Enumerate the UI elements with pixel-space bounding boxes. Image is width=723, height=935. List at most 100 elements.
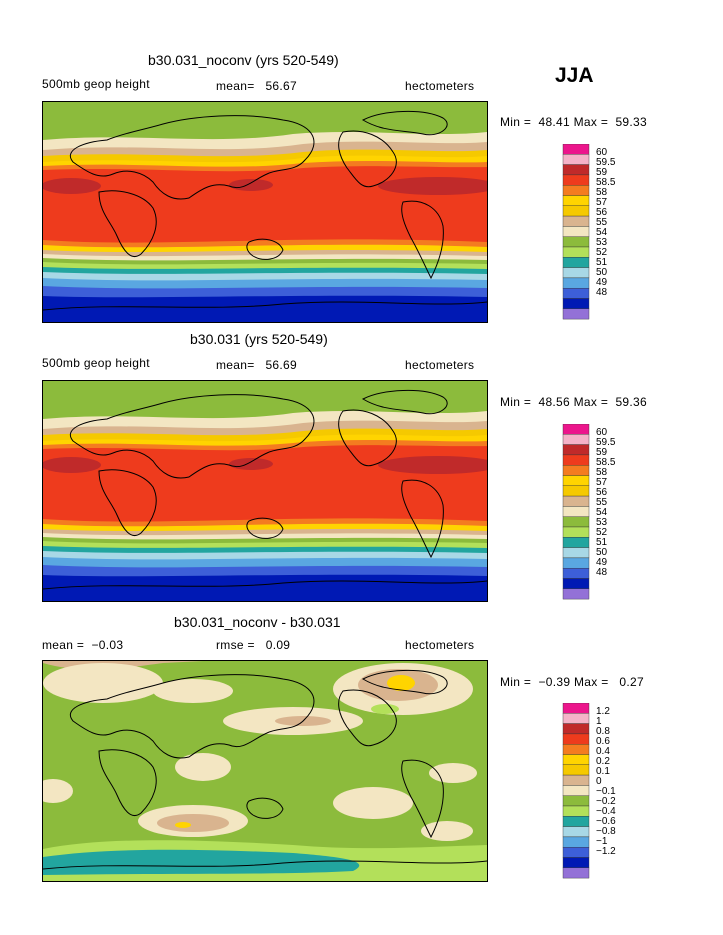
colorbar-1-label: 57: [596, 197, 608, 208]
colorbar-swatch: [562, 836, 590, 848]
colorbar-swatch: [562, 588, 590, 600]
panel-3-max-value: 0.27: [619, 675, 644, 689]
panel-3-mean-value: −0.03: [91, 638, 124, 652]
colorbar-2-label: 58: [596, 467, 608, 478]
colorbar-swatch: [562, 287, 590, 299]
colorbar-swatch: [562, 754, 590, 766]
colorbar-swatch: [562, 506, 590, 517]
panel-1-min-value: 48.41: [538, 115, 570, 129]
colorbar-3-label: −1: [596, 836, 608, 847]
panel-1-mean-value: 56.67: [265, 79, 297, 93]
panel-2-min-value: 48.56: [538, 395, 570, 409]
panel-2-units: hectometers: [405, 358, 475, 372]
colorbar-swatch: [562, 733, 590, 745]
colorbar-swatch: [562, 215, 590, 227]
colorbar-swatch: [562, 308, 590, 320]
panel-1-minmax: Min = 48.41 Max = 59.33: [500, 115, 647, 129]
colorbar-swatch: [562, 495, 590, 507]
colorbar-1-label: 56: [596, 207, 608, 218]
colorbar-1-label: 52: [596, 247, 608, 258]
colorbar-swatch: [562, 485, 590, 497]
colorbar-swatch: [562, 226, 590, 237]
colorbar-swatch: [562, 785, 590, 796]
panel-1-colorbar: [560, 143, 600, 325]
colorbar-1-label: 54: [596, 227, 608, 238]
panel-2-map: [42, 380, 488, 602]
panel-3-rmse-value: 0.09: [265, 638, 291, 652]
panel-1-min-label: Min =: [500, 115, 532, 129]
colorbar-swatch: [562, 475, 590, 487]
colorbar-swatch: [562, 454, 590, 466]
colorbar-1-label: 50: [596, 267, 608, 278]
colorbar-2-label: 59.5: [596, 437, 616, 448]
colorbar-2-label: 53: [596, 517, 608, 528]
colorbar-2-label: 57: [596, 477, 608, 488]
colorbar-3-label: 0.8: [596, 726, 610, 737]
colorbar-3-label: −1.2: [596, 846, 616, 857]
panel-2-max-value: 59.36: [615, 395, 647, 409]
colorbar-swatch: [562, 164, 590, 176]
colorbar-swatch: [562, 277, 590, 289]
colorbar-1-label: 59.5: [596, 157, 616, 168]
colorbar-swatch: [562, 723, 590, 735]
colorbar-swatch: [562, 816, 590, 827]
panel-3-rmse: rmse = 0.09: [216, 638, 290, 652]
colorbar-swatch: [562, 744, 590, 755]
colorbar-2-label: 52: [596, 527, 608, 538]
colorbar-2-label: 58.5: [596, 457, 616, 468]
season-label: JJA: [555, 64, 594, 87]
colorbar-swatch: [562, 195, 590, 207]
panel-1-max-value: 59.33: [615, 115, 647, 129]
colorbar-3-label: 0: [596, 776, 602, 787]
colorbar-3-label: −0.2: [596, 796, 616, 807]
colorbar-3-label: 0.6: [596, 736, 610, 747]
colorbar-swatch: [562, 423, 590, 435]
colorbar-swatch: [562, 154, 590, 165]
panel-2-colorbar: [560, 423, 600, 605]
colorbar-1-label: 60: [596, 147, 608, 158]
panel-3-map: [42, 660, 488, 882]
colorbar-swatch: [562, 205, 590, 217]
colorbar-swatch: [562, 867, 590, 879]
colorbar-1-label: 55: [596, 217, 608, 228]
panel-2-colorbar-labels: 60 59.5 59 58.5 58 57 56 55 54 53 52 51 …: [596, 428, 656, 578]
colorbar-1-label: 58: [596, 187, 608, 198]
panel-1-units: hectometers: [405, 79, 475, 93]
panel-3-min-value: −0.39: [538, 675, 571, 689]
panel-2-field: 500mb geop height: [42, 356, 150, 370]
panel-2-title: b30.031 (yrs 520-549): [190, 331, 328, 347]
colorbar-swatch: [562, 547, 590, 559]
colorbar-swatch: [562, 257, 590, 268]
colorbar-swatch: [562, 857, 590, 869]
panel-1-max-label: Max =: [573, 115, 609, 129]
colorbar-1-label: 49: [596, 277, 608, 288]
colorbar-swatch: [562, 774, 590, 786]
panel-3-title: b30.031_noconv - b30.031: [174, 614, 341, 630]
panel-1-colorbar-labels: 60 59.5 59 58.5 58 57 56 55 54 53 52 51 …: [596, 148, 656, 298]
panel-1-mean: mean= 56.67: [216, 79, 297, 93]
panel-1-title: b30.031_noconv (yrs 520-549): [148, 52, 339, 68]
panel-2-min-label: Min =: [500, 395, 532, 409]
colorbar-3-label: 0.2: [596, 756, 610, 767]
colorbar-2-label: 56: [596, 487, 608, 498]
colorbar-1-label: 58.5: [596, 177, 616, 188]
panel-2-colorbar-swatches: [562, 423, 590, 600]
panel-3-min-label: Min =: [500, 675, 532, 689]
colorbar-swatch: [562, 298, 590, 310]
colorbar-3-label: −0.1: [596, 786, 616, 797]
colorbar-3-label: 0.1: [596, 766, 610, 777]
colorbar-3-label: 1.2: [596, 706, 610, 717]
colorbar-2-label: 48: [596, 567, 608, 578]
colorbar-swatch: [562, 267, 590, 279]
colorbar-3-label: −0.8: [596, 826, 616, 837]
panel-2-minmax: Min = 48.56 Max = 59.36: [500, 395, 647, 409]
panel-3-units: hectometers: [405, 638, 475, 652]
colorbar-2-label: 54: [596, 507, 608, 518]
colorbar-swatch: [562, 764, 590, 776]
colorbar-2-label: 50: [596, 547, 608, 558]
panel-1-colorbar-swatches: [562, 143, 590, 320]
colorbar-swatch: [562, 434, 590, 445]
colorbar-1-label: 59: [596, 167, 608, 178]
panel-1-field: 500mb geop height: [42, 77, 150, 91]
colorbar-swatch: [562, 578, 590, 590]
